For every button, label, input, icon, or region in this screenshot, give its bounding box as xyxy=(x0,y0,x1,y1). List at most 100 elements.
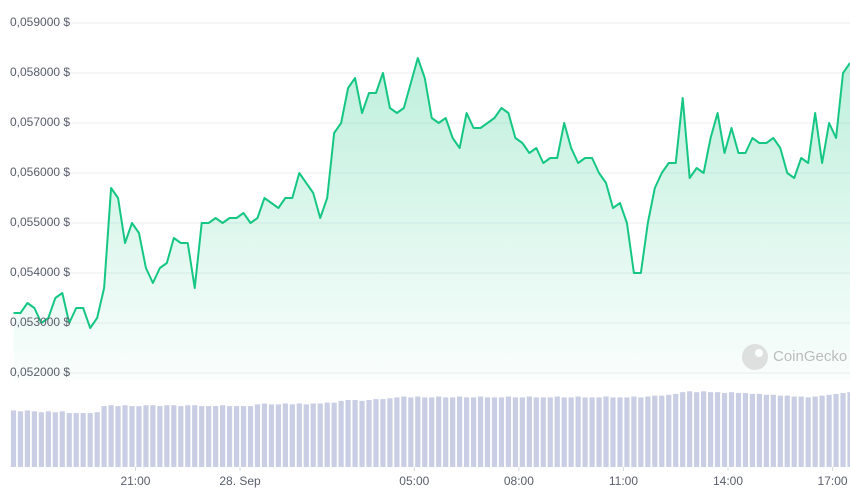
volume-bar xyxy=(840,393,846,467)
price-layer xyxy=(13,57,850,380)
volume-bar xyxy=(38,412,44,467)
volume-bar xyxy=(282,403,288,467)
labels: 0,052000 $ 0,053000 $ 0,054000 $ 0,055000 $… xyxy=(10,15,848,488)
y-tick-label: 0,056000 $ xyxy=(10,165,70,179)
volume-bar xyxy=(296,403,302,467)
y-tick-label: 0,057000 $ xyxy=(10,115,70,129)
volume-bar xyxy=(352,400,358,467)
volume-bar xyxy=(199,406,205,467)
volume-bar xyxy=(247,406,254,467)
volume-bar xyxy=(707,392,714,467)
volume-bar xyxy=(338,400,344,467)
volume-bar xyxy=(171,405,177,467)
volume-bars xyxy=(10,391,850,467)
volume-bar xyxy=(143,405,149,467)
volume-bar xyxy=(735,393,742,467)
volume-bar xyxy=(491,397,498,467)
volume-bar xyxy=(261,403,268,467)
volume-bar xyxy=(589,397,595,467)
volume-bar xyxy=(582,397,588,467)
volume-bar xyxy=(603,396,609,467)
volume-bar xyxy=(436,396,442,467)
volume-bar xyxy=(10,410,17,467)
volume-bar xyxy=(136,406,142,467)
volume-bar xyxy=(303,404,309,467)
price-area xyxy=(13,58,850,380)
volume-bar xyxy=(373,399,379,467)
volume-bar xyxy=(366,400,372,467)
volume-bar xyxy=(289,404,295,467)
y-tick-label: 0,058000 $ xyxy=(10,65,70,79)
volume-bar xyxy=(680,392,686,467)
volume-bar xyxy=(115,406,121,467)
volume-bar xyxy=(275,404,281,467)
volume-bar xyxy=(101,406,107,467)
volume-bar xyxy=(694,392,700,467)
volume-bar xyxy=(345,400,351,467)
volume-bar xyxy=(617,397,623,467)
volume-bar xyxy=(547,397,553,467)
volume-bar xyxy=(226,406,233,467)
volume-bar xyxy=(52,412,58,467)
volume-bar xyxy=(624,397,630,467)
volume-bar xyxy=(17,411,24,467)
y-tick-label: 0,053000 $ xyxy=(10,315,70,329)
volume-bar xyxy=(429,397,435,467)
volume-bar xyxy=(415,396,421,467)
volume-bar xyxy=(784,395,790,467)
volume-bar xyxy=(645,396,651,467)
volume-bar xyxy=(463,397,470,467)
y-tick-label: 0,052000 $ xyxy=(10,365,70,379)
volume-bar xyxy=(317,403,323,467)
x-tick-label: 14:00 xyxy=(713,474,743,488)
volume-bar xyxy=(94,412,100,467)
volume-bar xyxy=(310,403,316,467)
watermark-logo-eye xyxy=(755,349,763,357)
volume-bar xyxy=(450,397,456,467)
volume-bar xyxy=(687,391,693,467)
volume-bar xyxy=(721,393,728,467)
volume-bar xyxy=(498,397,505,467)
volume-bar xyxy=(80,413,86,467)
volume-bar xyxy=(87,413,93,467)
volume-bar xyxy=(477,396,484,467)
volume-bar xyxy=(206,406,212,467)
volume-bar xyxy=(66,413,72,467)
y-tick-label: 0,055000 $ xyxy=(10,215,70,229)
volume-bar xyxy=(805,397,811,467)
watermark-logo xyxy=(742,344,768,370)
volume-bar xyxy=(422,397,428,467)
volume-bar xyxy=(470,397,477,467)
volume-bar xyxy=(254,404,261,467)
volume-bar xyxy=(596,397,602,467)
volume-bar xyxy=(763,394,769,467)
x-tick-label: 21:00 xyxy=(120,474,150,488)
volume-bar xyxy=(833,393,839,467)
volume-bar xyxy=(554,396,560,467)
volume-bar xyxy=(812,396,818,467)
volume-bar xyxy=(777,395,783,467)
volume-bar xyxy=(150,405,156,467)
volume-bar xyxy=(122,405,128,467)
watermark: CoinGecko xyxy=(742,344,847,370)
volume-bar xyxy=(268,404,275,467)
volume-bar xyxy=(575,396,581,467)
volume-bar xyxy=(324,402,330,467)
volume-bar xyxy=(505,396,512,467)
volume-bar xyxy=(192,405,198,467)
volume-bar xyxy=(108,405,114,467)
volume-bar xyxy=(533,397,539,467)
x-tick-label: 28. Sep xyxy=(219,474,261,488)
watermark-text: CoinGecko xyxy=(773,348,847,365)
x-tick-label: 17:00 xyxy=(818,474,848,488)
volume-bar xyxy=(233,406,240,467)
volume-bar xyxy=(749,393,756,467)
volume-bar xyxy=(701,391,707,467)
volume-bar xyxy=(631,396,637,467)
y-tick-label: 0,059000 $ xyxy=(10,15,70,29)
volume-bar xyxy=(826,394,832,467)
volume-bar xyxy=(24,410,31,467)
volume-bar xyxy=(798,396,804,467)
volume-bar xyxy=(652,395,658,467)
